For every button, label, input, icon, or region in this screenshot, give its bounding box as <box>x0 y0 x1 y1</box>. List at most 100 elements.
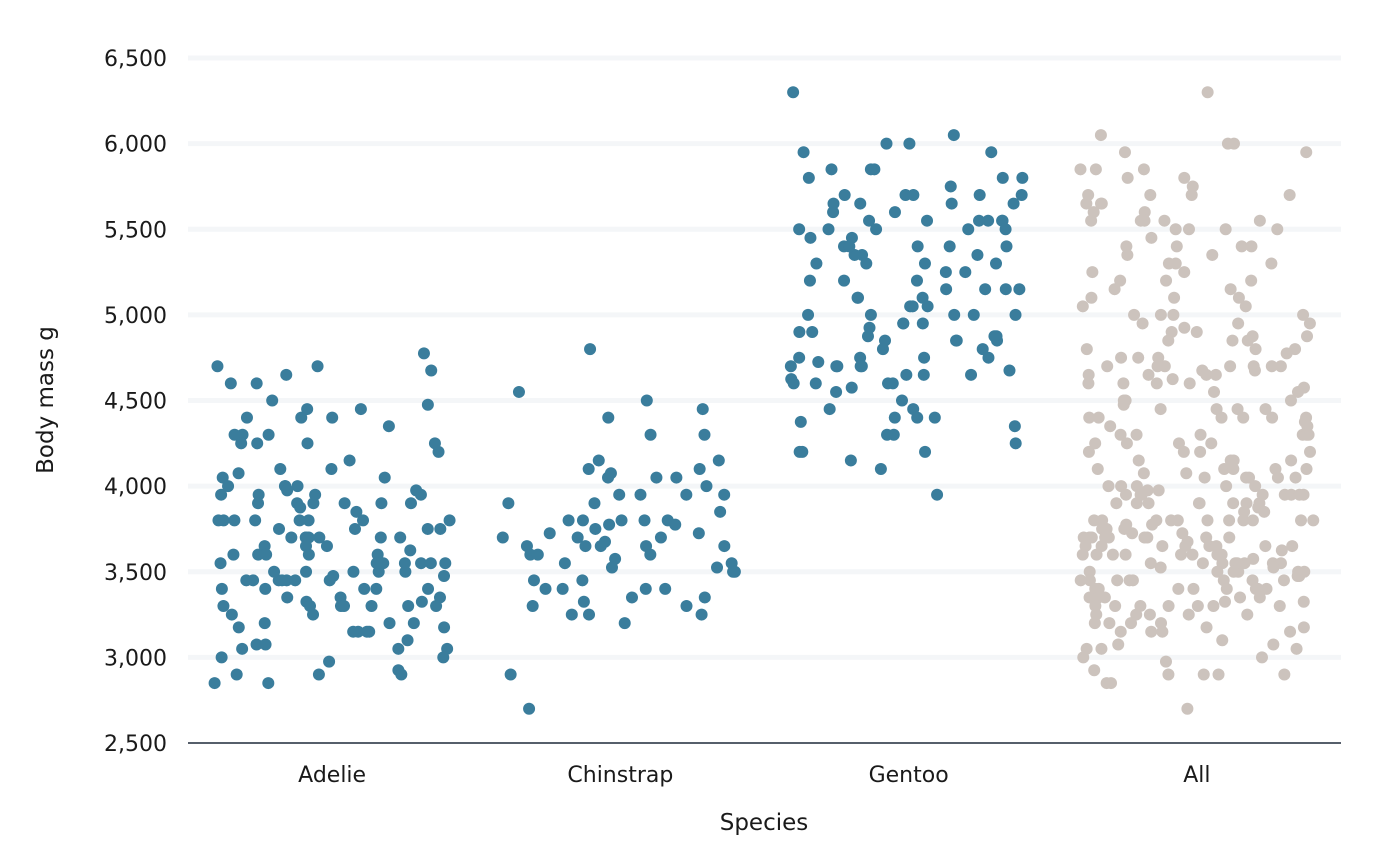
data-point <box>422 582 435 595</box>
series-gentoo <box>784 86 1029 501</box>
data-point <box>577 595 590 608</box>
data-point <box>838 189 851 201</box>
data-point <box>1118 146 1131 159</box>
data-point <box>1295 514 1308 527</box>
data-point <box>1008 420 1021 433</box>
data-point <box>1293 570 1306 583</box>
data-point <box>415 595 428 608</box>
data-point <box>404 544 417 557</box>
data-point <box>1007 197 1020 210</box>
data-point <box>589 522 602 535</box>
data-point <box>1218 463 1231 475</box>
data-point <box>1016 171 1029 184</box>
data-point <box>810 257 823 270</box>
data-point <box>1128 308 1141 321</box>
data-point <box>350 505 363 518</box>
data-point <box>999 223 1012 236</box>
data-point <box>794 415 807 428</box>
data-point <box>401 634 414 647</box>
data-point <box>438 621 451 634</box>
data-point <box>1178 171 1191 184</box>
data-point <box>910 274 923 287</box>
data-point <box>876 343 889 356</box>
data-point <box>845 381 858 394</box>
data-point <box>921 300 934 313</box>
data-point <box>1090 548 1103 561</box>
data-point <box>1180 467 1193 480</box>
data-point <box>1136 317 1149 330</box>
data-point <box>804 231 817 244</box>
data-point <box>300 565 313 578</box>
data-point <box>1092 411 1105 424</box>
data-point <box>281 484 294 497</box>
data-point <box>347 625 360 638</box>
data-point <box>543 527 556 540</box>
data-point <box>948 308 961 321</box>
data-point <box>1249 480 1262 493</box>
data-point <box>863 214 876 227</box>
data-point <box>1000 240 1013 253</box>
data-point <box>392 642 405 655</box>
data-point <box>434 522 447 535</box>
data-point <box>295 411 308 424</box>
data-point <box>670 471 683 484</box>
data-point <box>793 326 806 338</box>
data-point <box>240 574 253 587</box>
data-point <box>1271 471 1284 484</box>
data-point <box>886 377 899 390</box>
data-point <box>523 702 536 715</box>
data-point <box>1156 540 1169 553</box>
data-point <box>1169 223 1182 236</box>
data-point <box>1154 308 1167 321</box>
data-point <box>425 364 438 377</box>
data-point <box>556 582 569 595</box>
data-point <box>1167 308 1180 321</box>
data-point <box>399 565 412 578</box>
data-point <box>854 360 867 373</box>
data-point <box>276 574 289 587</box>
data-point <box>1178 266 1191 279</box>
data-point <box>437 651 450 664</box>
data-point <box>1083 591 1096 604</box>
data-point <box>215 582 228 595</box>
data-point <box>1237 514 1250 527</box>
data-point <box>1085 291 1098 304</box>
data-point <box>1258 505 1271 518</box>
data-point <box>802 171 815 184</box>
data-point <box>806 326 819 338</box>
data-point <box>252 488 265 501</box>
y-tick-label: 5,500 <box>104 218 167 243</box>
data-point <box>870 223 883 236</box>
data-point <box>1260 582 1273 595</box>
data-point <box>823 403 836 416</box>
data-point <box>1166 373 1179 386</box>
y-tick-label: 6,000 <box>104 133 167 158</box>
data-point <box>584 343 597 356</box>
data-point <box>370 582 383 595</box>
data-point <box>1083 565 1096 578</box>
data-point <box>1265 257 1278 270</box>
data-point <box>259 582 272 595</box>
data-point <box>1241 334 1254 347</box>
data-point <box>714 505 727 518</box>
data-point <box>864 163 877 176</box>
y-tick-label: 3,000 <box>104 646 167 671</box>
data-point <box>718 488 731 501</box>
data-point <box>1178 321 1191 334</box>
data-point <box>222 480 235 493</box>
data-point <box>348 522 361 535</box>
data-point <box>378 471 391 484</box>
data-point <box>1080 343 1093 356</box>
data-point <box>258 617 271 630</box>
data-point <box>1132 351 1145 364</box>
data-point <box>1300 146 1313 159</box>
data-point <box>1182 608 1195 621</box>
data-point <box>338 600 351 612</box>
data-point <box>1172 582 1185 595</box>
data-point <box>232 467 245 480</box>
data-point <box>215 488 228 501</box>
data-point <box>943 240 956 253</box>
data-point <box>230 668 243 681</box>
data-point <box>1082 377 1095 390</box>
